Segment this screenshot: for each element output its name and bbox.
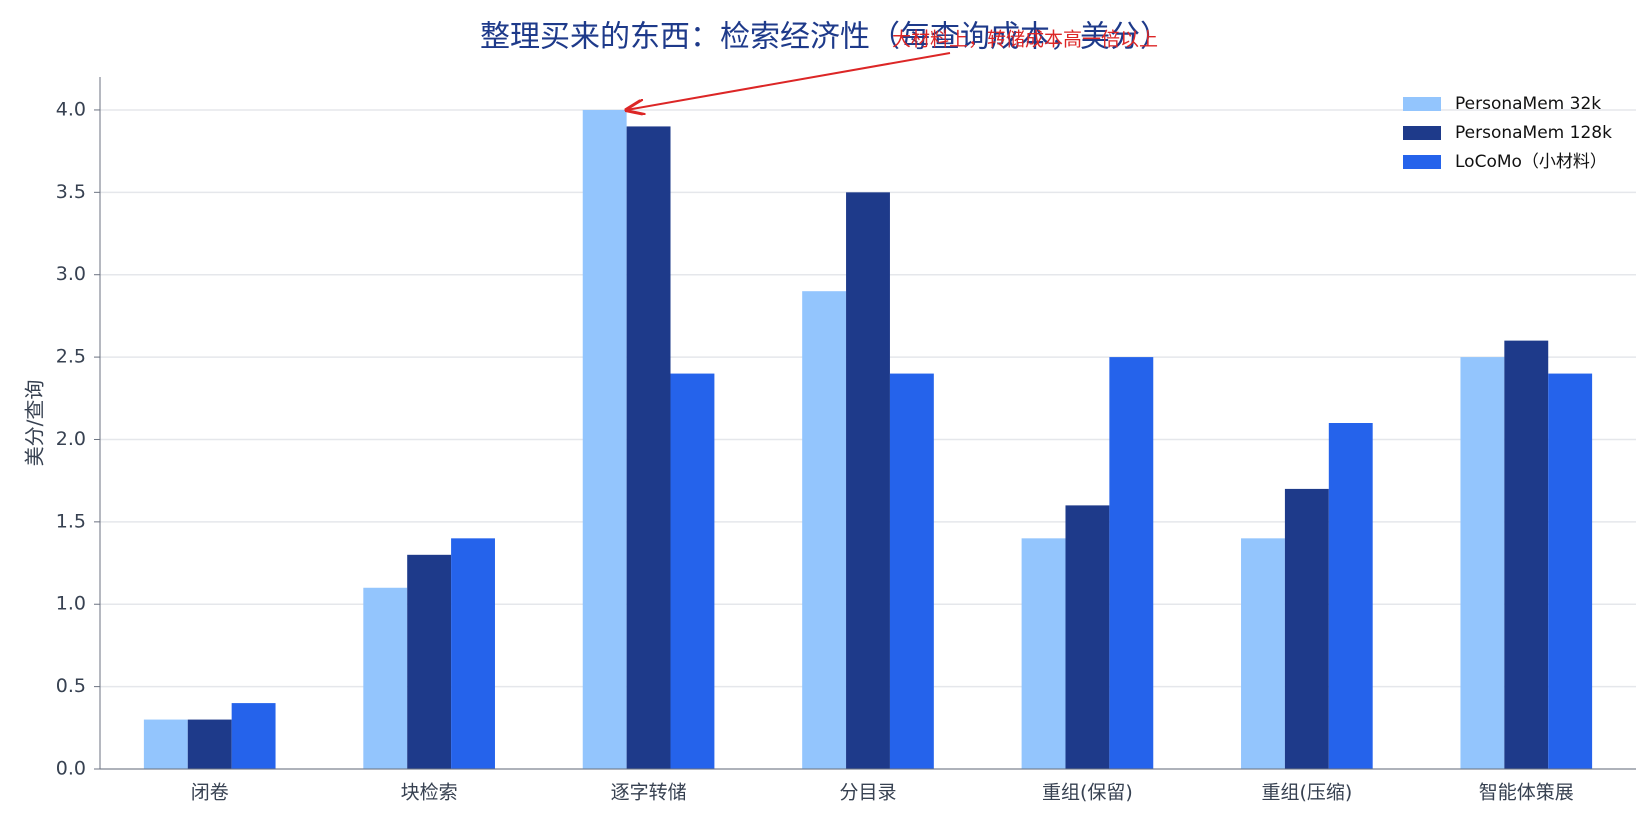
annotation-arrow — [627, 52, 951, 110]
y-tick-label: 2.0 — [56, 428, 86, 450]
bar — [143, 719, 188, 769]
x-tick-label: 重组(压缩) — [1261, 782, 1352, 804]
y-tick-label: 3.5 — [56, 181, 86, 203]
y-tick-label: 1.5 — [56, 510, 86, 532]
annotation: 大材料上，转储成本高一倍以上 — [892, 29, 1158, 51]
chart-title: 整理买来的东西：检索经济性（每查询成本，美分） — [480, 20, 1170, 55]
y-tick-label: 3.0 — [56, 263, 86, 285]
bar — [1241, 538, 1285, 769]
bar — [1284, 488, 1329, 769]
legend-swatch — [1403, 155, 1441, 169]
x-tick-label: 分目录 — [839, 782, 896, 804]
bar — [1460, 357, 1505, 769]
legend-label: PersonaMem 128k — [1455, 123, 1612, 143]
x-tick-label: 闭卷 — [191, 782, 229, 804]
bar — [846, 192, 890, 770]
bar — [451, 538, 495, 769]
bar — [1109, 357, 1154, 769]
bar — [1328, 423, 1373, 769]
bar — [802, 291, 847, 769]
y-tick-label: 1.0 — [56, 593, 86, 615]
y-tick-label: 4.0 — [56, 98, 86, 120]
bar — [187, 719, 232, 769]
bar — [626, 126, 671, 769]
legend-label: PersonaMem 32k — [1455, 94, 1601, 114]
y-tick-label: 2.5 — [56, 346, 86, 368]
legend-label: LoCoMo（小材料） — [1455, 152, 1607, 172]
bar — [1021, 538, 1066, 769]
y-tick-label: 0.5 — [56, 675, 86, 697]
bar — [889, 373, 934, 769]
bar — [231, 703, 276, 769]
x-tick-label: 智能体策展 — [1479, 782, 1574, 804]
x-tick-label: 重组(保留) — [1042, 782, 1133, 804]
bar — [1504, 340, 1549, 769]
bar — [407, 554, 452, 769]
legend-swatch — [1403, 126, 1441, 140]
legend-swatch — [1403, 97, 1441, 111]
y-axis-label: 美分/查询 — [23, 380, 47, 467]
bar — [670, 373, 715, 769]
y-tick-label: 0.0 — [56, 758, 86, 780]
bar — [1065, 505, 1110, 769]
x-tick-label: 块检索 — [401, 782, 458, 804]
x-tick-label: 逐字转储 — [611, 782, 687, 804]
bar — [1548, 373, 1593, 769]
bar — [363, 587, 408, 769]
bar — [582, 109, 627, 769]
